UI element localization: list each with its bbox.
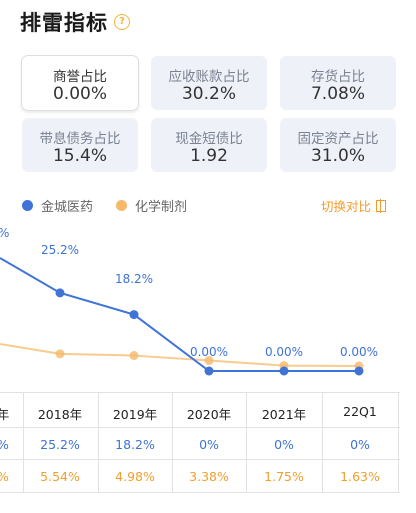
- data-label-company: 18.2%: [115, 272, 153, 286]
- table-col-divider: [246, 392, 247, 492]
- data-point-industry: [55, 349, 65, 359]
- legend-item-company[interactable]: 金城医药: [22, 196, 93, 215]
- series-line-company: [0, 257, 359, 372]
- metric-card-cash-debt-ratio[interactable]: 现金短债比 1.92: [151, 118, 267, 172]
- data-point-industry: [129, 351, 139, 361]
- metric-label: 带息债务占比: [39, 131, 121, 147]
- data-label-company: %: [0, 226, 9, 240]
- switch-compare-button[interactable]: 切换对比: [321, 196, 386, 215]
- page-title: 排雷指标: [20, 11, 108, 35]
- data-point-company: [129, 310, 139, 320]
- data-point-company: [279, 366, 289, 376]
- switch-compare-label: 切换对比: [320, 199, 371, 214]
- table-divider: [0, 392, 400, 393]
- legend-label: 金城医药: [41, 200, 94, 215]
- metric-label: 商誉占比: [53, 69, 107, 85]
- data-label-company: 0.00%: [190, 345, 228, 359]
- table-cell-company: %: [0, 437, 38, 452]
- line-chart: % 25.2% 18.2% 0.00% 0.00% 0.00%: [0, 226, 378, 376]
- table-divider: [0, 459, 400, 460]
- table-cell-industry: 4.98%: [115, 469, 155, 484]
- help-icon[interactable]: ?: [114, 14, 130, 30]
- metric-value: 30.2%: [181, 84, 236, 104]
- table-header-cell: 2019年: [112, 407, 158, 422]
- table-divider: [0, 492, 400, 493]
- metric-card-interest-debt[interactable]: 带息债务占比 15.4%: [22, 118, 138, 172]
- metric-value: 1.92: [190, 146, 228, 166]
- table-cell-industry: 5.54%: [40, 469, 80, 484]
- metric-label: 存货占比: [311, 69, 365, 85]
- metric-value: 7.08%: [310, 84, 365, 104]
- data-point-company: [354, 366, 364, 376]
- metric-value: 31.0%: [310, 146, 365, 166]
- table-col-divider: [172, 392, 173, 492]
- table-header-cell: 2020年: [186, 407, 232, 422]
- table-col-divider: [398, 392, 399, 492]
- legend-dot-blue: [22, 200, 33, 211]
- table-col-divider: [23, 392, 24, 492]
- table-cell-company: 0%: [274, 437, 294, 452]
- table-cell-company: 25.2%: [40, 437, 80, 452]
- table-header-cell: 22Q1: [343, 404, 377, 419]
- data-point-company: [55, 288, 65, 298]
- metric-value: 15.4%: [52, 146, 107, 166]
- metric-card-fixed-assets[interactable]: 固定资产占比 31.0%: [280, 118, 396, 172]
- table-cell-industry: 3.38%: [189, 469, 229, 484]
- chart-legend: 金城医药 化学制剂 切换对比: [0, 196, 416, 218]
- switch-icon: [376, 198, 386, 213]
- metric-card-receivables[interactable]: 应收账款占比 30.2%: [151, 56, 267, 110]
- table-header-cell: 2021年: [261, 407, 307, 422]
- data-label-company: 0.00%: [340, 345, 378, 359]
- data-point-company: [204, 366, 214, 376]
- table-col-divider: [322, 392, 323, 492]
- table-header-cell: 年: [0, 407, 10, 422]
- metric-label: 应收账款占比: [168, 69, 250, 85]
- table-cell-company: 0%: [199, 437, 219, 452]
- data-table: 年 2018年 2019年 2020年 2021年 22Q1 % 25.2% 1…: [0, 392, 416, 500]
- table-cell-industry: 1.75%: [264, 469, 304, 484]
- metric-card-inventory[interactable]: 存货占比 7.08%: [280, 56, 396, 110]
- table-col-divider: [98, 392, 99, 492]
- legend-label: 化学制剂: [135, 200, 188, 215]
- table-cell-company: 18.2%: [115, 437, 155, 452]
- metric-card-goodwill[interactable]: 商誉占比 0.00%: [22, 56, 138, 110]
- series-line-industry: [0, 343, 360, 367]
- data-label-company: 0.00%: [265, 345, 303, 359]
- metric-label: 现金短债比: [175, 131, 243, 147]
- table-header-cell: 2018年: [37, 407, 83, 422]
- legend-dot-orange: [116, 200, 127, 211]
- metric-value: 0.00%: [52, 84, 107, 104]
- metric-label: 固定资产占比: [297, 131, 379, 147]
- data-label-company: 25.2%: [41, 243, 79, 257]
- table-divider: [0, 427, 400, 428]
- title-row: 排雷指标 ?: [20, 8, 130, 36]
- data-point-industry: [204, 356, 214, 366]
- table-cell-industry: 1.63%: [340, 469, 380, 484]
- legend-item-industry[interactable]: 化学制剂: [116, 196, 187, 215]
- table-cell-industry: %: [0, 469, 38, 484]
- table-cell-company: 0%: [350, 437, 370, 452]
